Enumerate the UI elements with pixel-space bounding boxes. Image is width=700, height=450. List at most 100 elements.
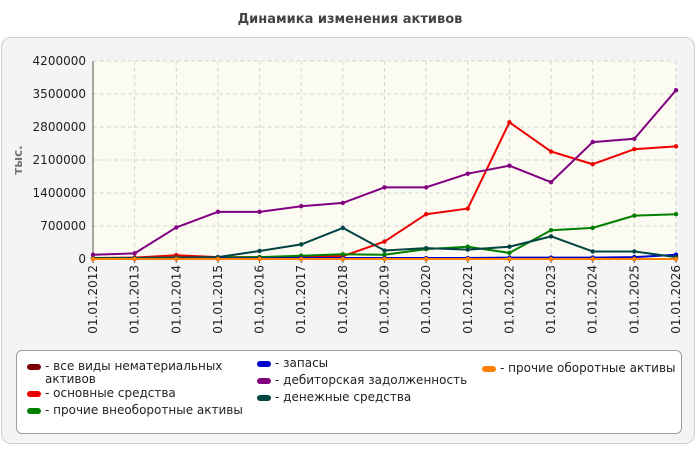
legend-label-intangibles: - все виды нематериальных активов bbox=[45, 359, 223, 386]
data-point-4 bbox=[90, 252, 96, 257]
legend-swatch-fixed-assets bbox=[27, 391, 41, 397]
data-point-6 bbox=[215, 256, 221, 262]
x-tick-label: 01.01.2017 bbox=[294, 265, 308, 334]
legend-swatch-intangibles bbox=[27, 364, 41, 370]
data-point-4 bbox=[174, 225, 179, 230]
data-point-6 bbox=[548, 256, 554, 262]
legend-label-cash: - денежные средства bbox=[275, 390, 412, 404]
data-point-6 bbox=[174, 256, 179, 262]
x-tick-label: 01.01.2021 bbox=[461, 265, 475, 334]
y-tick-label: 2800000 bbox=[33, 120, 86, 134]
data-point-6 bbox=[90, 256, 96, 262]
data-point-5 bbox=[632, 249, 637, 254]
legend-label-other-noncurrent: - прочие внеоборотные активы bbox=[45, 403, 243, 417]
data-point-4 bbox=[382, 185, 387, 190]
data-point-2 bbox=[673, 212, 679, 217]
data-point-5 bbox=[548, 234, 554, 239]
data-point-2 bbox=[340, 252, 346, 257]
data-point-2 bbox=[590, 225, 595, 231]
legend-label-other-current: - прочие оборотные активы bbox=[500, 361, 676, 375]
data-point-1 bbox=[673, 144, 679, 149]
data-point-6 bbox=[340, 256, 346, 262]
y-tick-label: 0 bbox=[78, 252, 86, 266]
data-point-4 bbox=[632, 136, 637, 141]
chart-title: Динамика изменения активов bbox=[237, 12, 463, 27]
data-point-4 bbox=[590, 139, 595, 145]
legend-swatch-inventory bbox=[257, 361, 271, 367]
data-point-1 bbox=[423, 212, 429, 217]
y-tick-label: 700000 bbox=[40, 219, 86, 233]
legend-label-fixed-assets: - основные средства bbox=[45, 386, 176, 400]
x-tick-label: 01.01.2026 bbox=[669, 265, 683, 334]
data-point-4 bbox=[340, 200, 346, 206]
data-point-1 bbox=[548, 149, 554, 154]
x-tick-label: 01.01.2014 bbox=[169, 265, 183, 334]
data-point-6 bbox=[299, 256, 304, 262]
x-tick-label: 01.01.2012 bbox=[86, 265, 100, 334]
data-point-6 bbox=[673, 256, 679, 262]
data-point-6 bbox=[382, 256, 387, 262]
data-point-4 bbox=[215, 209, 221, 215]
data-point-4 bbox=[465, 171, 470, 176]
data-point-4 bbox=[423, 185, 429, 190]
data-point-4 bbox=[548, 179, 554, 185]
data-point-4 bbox=[257, 209, 262, 215]
legend-item-intangibles: - все виды нематериальных активов bbox=[27, 360, 242, 386]
data-point-2 bbox=[507, 250, 512, 256]
data-point-4 bbox=[299, 204, 304, 209]
data-point-6 bbox=[132, 256, 137, 262]
legend-item-receivables: - дебиторская задолженность bbox=[257, 374, 472, 387]
data-point-1 bbox=[465, 206, 470, 211]
data-point-4 bbox=[507, 163, 512, 168]
data-point-6 bbox=[590, 256, 595, 262]
data-point-5 bbox=[257, 248, 262, 254]
data-point-5 bbox=[382, 248, 387, 253]
legend-item-fixed-assets: - основные средства bbox=[27, 387, 242, 400]
legend-label-inventory: - запасы bbox=[275, 356, 329, 370]
x-tick-label: 01.01.2020 bbox=[419, 265, 433, 334]
data-point-4 bbox=[673, 88, 679, 93]
y-tick-label: 3500000 bbox=[33, 87, 86, 101]
y-tick-label: 1400000 bbox=[33, 186, 86, 200]
y-tick-label: 2100000 bbox=[33, 153, 86, 167]
data-point-5 bbox=[507, 244, 512, 249]
legend-item-inventory: - запасы bbox=[257, 357, 472, 370]
legend-label-receivables: - дебиторская задолженность bbox=[275, 373, 468, 387]
data-point-2 bbox=[632, 213, 637, 218]
y-axis-title: тыс. bbox=[11, 145, 25, 174]
legend-item-other-noncurrent: - прочие внеоборотные активы bbox=[27, 404, 257, 417]
x-tick-label: 01.01.2025 bbox=[627, 265, 641, 334]
data-point-1 bbox=[507, 120, 512, 125]
legend-item-cash: - денежные средства bbox=[257, 391, 472, 404]
x-tick-label: 01.01.2023 bbox=[544, 265, 558, 334]
y-tick-label: 4200000 bbox=[33, 54, 86, 68]
data-point-2 bbox=[382, 252, 387, 257]
data-point-1 bbox=[382, 239, 387, 244]
legend-swatch-other-current bbox=[482, 366, 496, 372]
data-point-1 bbox=[632, 146, 637, 152]
legend-swatch-cash bbox=[257, 395, 271, 401]
data-point-6 bbox=[423, 256, 429, 262]
x-tick-label: 01.01.2013 bbox=[128, 265, 142, 334]
data-point-1 bbox=[590, 162, 595, 167]
data-point-4 bbox=[132, 251, 137, 256]
data-point-6 bbox=[257, 256, 262, 262]
legend-item-other-current: - прочие оборотные активы bbox=[482, 362, 682, 375]
data-point-5 bbox=[465, 247, 470, 252]
x-tick-label: 01.01.2024 bbox=[586, 265, 600, 334]
data-point-6 bbox=[632, 256, 637, 262]
data-point-5 bbox=[423, 245, 429, 251]
x-tick-label: 01.01.2019 bbox=[378, 265, 392, 334]
data-point-6 bbox=[465, 256, 470, 262]
legend-swatch-receivables bbox=[257, 378, 271, 384]
x-tick-label: 01.01.2018 bbox=[336, 265, 350, 334]
x-tick-label: 01.01.2016 bbox=[253, 265, 267, 334]
legend-swatch-other-noncurrent bbox=[27, 408, 41, 414]
x-tick-label: 01.01.2022 bbox=[502, 265, 516, 334]
x-tick-label: 01.01.2015 bbox=[211, 265, 225, 334]
data-point-5 bbox=[299, 242, 304, 247]
data-point-6 bbox=[507, 256, 512, 262]
data-point-5 bbox=[590, 249, 595, 254]
data-point-2 bbox=[548, 228, 554, 233]
